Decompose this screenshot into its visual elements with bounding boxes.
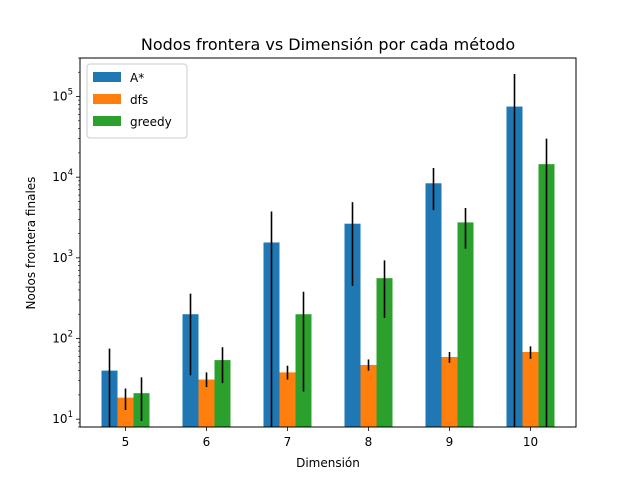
bar-greedy-6	[214, 360, 231, 427]
bar-dfs-9	[441, 356, 458, 427]
bar-dfs-6	[198, 379, 215, 427]
chart-title: Nodos frontera vs Dimensión por cada mét…	[141, 35, 515, 54]
bar-greedy-8	[376, 278, 393, 427]
plot-frame	[79, 57, 577, 428]
bar-dfs-5	[117, 397, 134, 427]
legend-label-greedy: greedy	[130, 115, 172, 129]
legend-swatch-a	[93, 72, 121, 82]
bar-greedy-9	[457, 222, 474, 427]
bar-a-9	[425, 183, 442, 427]
y-tick-label: 103	[52, 249, 73, 265]
bar-a-8	[344, 223, 361, 427]
x-axis-label: Dimensión	[296, 456, 360, 470]
y-axis-ticks: 101 102 103 104 105	[52, 57, 80, 428]
y-tick-label: 101	[52, 410, 73, 426]
y-tick-label: 102	[52, 330, 73, 346]
legend-swatch-dfs	[93, 94, 121, 104]
x-tick-label: 6	[203, 435, 211, 449]
bar-dfs-10	[522, 352, 539, 427]
legend: A* dfs greedy	[86, 63, 188, 139]
bars-layer	[101, 106, 555, 428]
error-bars-layer	[108, 74, 548, 427]
x-tick-label: 8	[365, 435, 373, 449]
x-tick-label: 10	[523, 435, 538, 449]
legend-label-dfs: dfs	[130, 93, 148, 107]
y-tick-label: 104	[52, 168, 73, 184]
x-tick-label: 9	[446, 435, 454, 449]
legend-label-a: A*	[130, 71, 144, 85]
y-axis-label: Nodos frontera finales	[24, 177, 38, 310]
x-axis-ticks: 5 6 7 8 9 10	[122, 427, 538, 449]
y-tick-label: 105	[52, 87, 73, 103]
x-tick-label: 7	[284, 435, 292, 449]
bar-dfs-7	[279, 372, 296, 427]
legend-swatch-greedy	[93, 116, 121, 126]
x-tick-label: 5	[122, 435, 130, 449]
bar-dfs-8	[360, 364, 377, 427]
